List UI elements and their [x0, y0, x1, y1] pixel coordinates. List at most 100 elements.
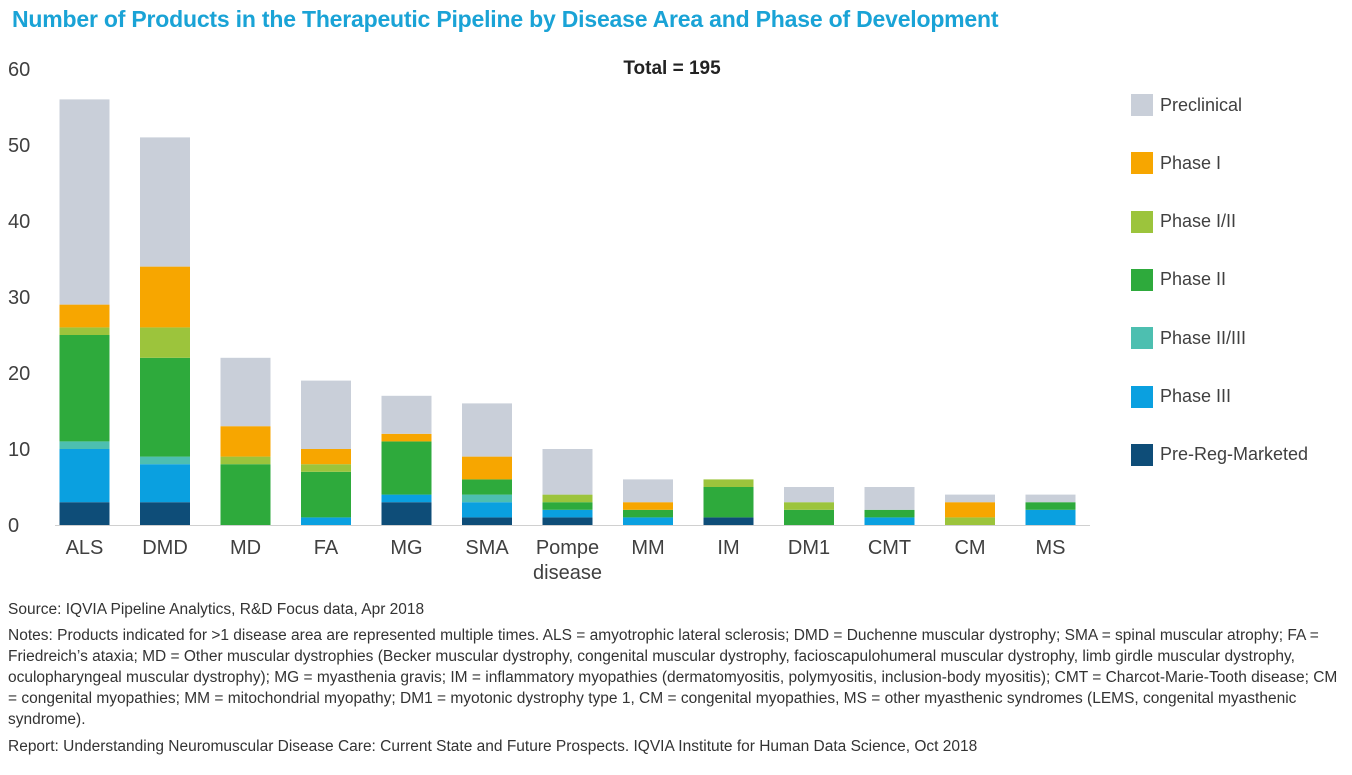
- legend-label: Phase II/III: [1160, 327, 1247, 348]
- bar-segment: [301, 464, 351, 472]
- bar-segment: [462, 502, 512, 518]
- bar-segment: [462, 517, 512, 525]
- bar-segment: [140, 137, 190, 267]
- bar-segment: [59, 99, 110, 305]
- bar-segment: [59, 335, 110, 442]
- bar-segment: [462, 494, 512, 503]
- bar-segment: [945, 502, 995, 518]
- x-tick-label: ALS: [66, 537, 104, 559]
- x-tick-label: Pompe disease: [533, 537, 602, 584]
- bar-segment: [462, 456, 512, 480]
- y-tick-label: 30: [8, 287, 30, 309]
- bar-segment: [59, 502, 110, 525]
- legend-item: Preclinical: [1131, 94, 1242, 116]
- bar-segment: [220, 456, 271, 465]
- bar-segment: [220, 426, 271, 457]
- bar-segment: [623, 517, 673, 525]
- x-tick-label: MD: [230, 537, 261, 559]
- legend-item: Phase II/III: [1131, 327, 1247, 350]
- legend-swatch: [1131, 152, 1153, 175]
- y-tick-label: 50: [8, 135, 30, 157]
- bar-segment: [220, 357, 271, 427]
- bar-segment: [462, 479, 512, 495]
- y-tick-label: 20: [8, 363, 30, 385]
- legend-swatch: [1131, 210, 1153, 233]
- bar-segment: [1025, 494, 1076, 503]
- bar-segment: [784, 509, 834, 525]
- bar-segment: [703, 517, 754, 525]
- bar-segment: [140, 357, 190, 457]
- legend-item: Pre-Reg-Marketed: [1131, 443, 1309, 466]
- bar-segment: [59, 304, 110, 328]
- legend-item: Phase II: [1131, 268, 1227, 291]
- legend-label: Preclinical: [1160, 94, 1243, 115]
- bar-segment: [864, 509, 915, 518]
- legend-item: Phase III: [1131, 385, 1232, 408]
- bar-segment: [462, 403, 512, 457]
- bar-segment: [864, 517, 915, 525]
- bar-segment: [1025, 502, 1076, 510]
- x-tick-label: MG: [390, 537, 422, 559]
- y-tick-label: 60: [8, 59, 30, 81]
- bar-segment: [381, 395, 432, 434]
- bar-segment: [542, 517, 593, 525]
- x-tick-label: MS: [1036, 537, 1066, 559]
- legend-label: Pre-Reg-Marketed: [1160, 444, 1309, 465]
- x-tick-label: CMT: [868, 537, 911, 559]
- x-tick-label: MM: [631, 537, 664, 559]
- bar-segment: [140, 327, 190, 358]
- bar-segment: [301, 471, 351, 518]
- bar-segment: [703, 487, 754, 518]
- bar-segment: [381, 441, 432, 495]
- legend-swatch: [1131, 268, 1153, 291]
- legend-label: Phase I: [1160, 152, 1222, 173]
- bar-segment: [1025, 509, 1076, 525]
- bar-segment: [59, 327, 110, 335]
- bar-segment: [784, 502, 834, 510]
- report-text: Report: Understanding Neuromuscular Dise…: [8, 738, 978, 755]
- stacked-bar-chart: 0 10 20 30 40 50 60 ALS DMD MD FA MG SMA Pompe disease…: [8, 58, 1090, 584]
- bar-segment: [140, 502, 190, 525]
- legend-item: Phase I: [1131, 152, 1222, 175]
- bar-segment: [542, 494, 593, 503]
- footer: Source: IQVIA Pipeline Analytics, R&D Fo…: [8, 599, 1344, 757]
- x-tick-label: CM: [954, 537, 985, 559]
- legend-label: Phase I/II: [1160, 211, 1237, 232]
- bar-segment: [623, 502, 673, 510]
- bar-segment: [623, 479, 673, 503]
- y-tick-label: 40: [8, 211, 30, 233]
- legend-swatch: [1131, 443, 1153, 466]
- bar-segment: [945, 494, 995, 503]
- total-annotation: Total = 195: [623, 58, 721, 79]
- legend-swatch: [1131, 385, 1153, 408]
- x-tick-label: IM: [717, 537, 739, 559]
- bar-segment: [864, 487, 915, 510]
- legend-swatch: [1131, 94, 1153, 116]
- bar-segment: [381, 494, 432, 503]
- bar-segment: [59, 449, 110, 503]
- legend-label: Phase II: [1160, 269, 1227, 290]
- bar-segment: [945, 517, 995, 525]
- bar-segment: [140, 456, 190, 465]
- bar-segment: [542, 509, 593, 518]
- bar-segment: [220, 464, 271, 525]
- legend-item: Phase I/II: [1131, 210, 1237, 233]
- y-tick-label: 10: [8, 439, 30, 461]
- bar-segment: [542, 502, 593, 510]
- y-tick-label: 0: [8, 515, 19, 537]
- x-tick-label: FA: [314, 537, 339, 559]
- bar-segment: [381, 502, 432, 525]
- bar-segment: [140, 464, 190, 503]
- bar-segment: [381, 433, 432, 442]
- legend-swatch: [1131, 327, 1153, 350]
- bar-segment: [703, 479, 754, 487]
- legend-label: Phase III: [1160, 386, 1232, 406]
- x-tick-label: SMA: [465, 537, 509, 559]
- bar-segment: [301, 449, 351, 465]
- bar-segment: [301, 380, 351, 449]
- bar-segment: [542, 449, 593, 495]
- chart-title: Number of Products in the Therapeutic Pi…: [12, 6, 999, 32]
- bar-segment: [301, 517, 351, 525]
- bar-segment: [59, 441, 110, 449]
- bar-segment: [140, 266, 190, 328]
